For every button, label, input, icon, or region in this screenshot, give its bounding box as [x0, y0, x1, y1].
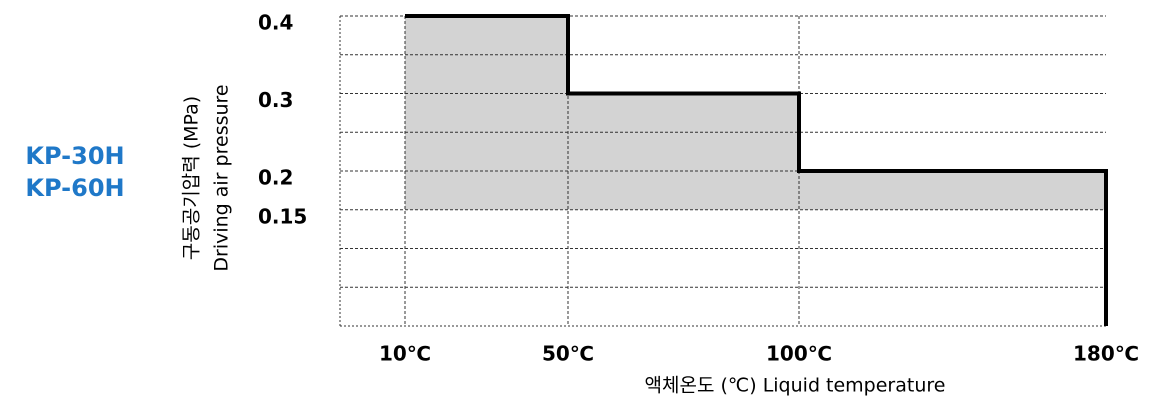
area: [405, 16, 568, 210]
y-tick-label: 0.2: [258, 166, 293, 190]
x-axis-label: 액체온도 (℃) Liquid temperature: [645, 375, 946, 397]
model-name: KP-60H: [25, 174, 124, 202]
y-tick-label: 0.4: [258, 11, 293, 35]
x-tick-label: 50℃: [542, 342, 594, 366]
y-tick-label: 0.3: [258, 88, 293, 112]
y-axis-label: 구동공기압력 (MPa): [181, 96, 203, 260]
area: [568, 93, 799, 210]
step-line: [405, 14, 1108, 326]
area: [799, 171, 1106, 210]
y-axis-label: Driving air pressure: [211, 84, 233, 271]
model-name: KP-30H: [25, 142, 124, 170]
y-tick-label: 0.15: [258, 204, 307, 228]
x-tick-label: 10℃: [379, 342, 431, 366]
x-tick-label: 100℃: [766, 342, 832, 366]
x-tick-label: 180℃: [1073, 342, 1139, 366]
